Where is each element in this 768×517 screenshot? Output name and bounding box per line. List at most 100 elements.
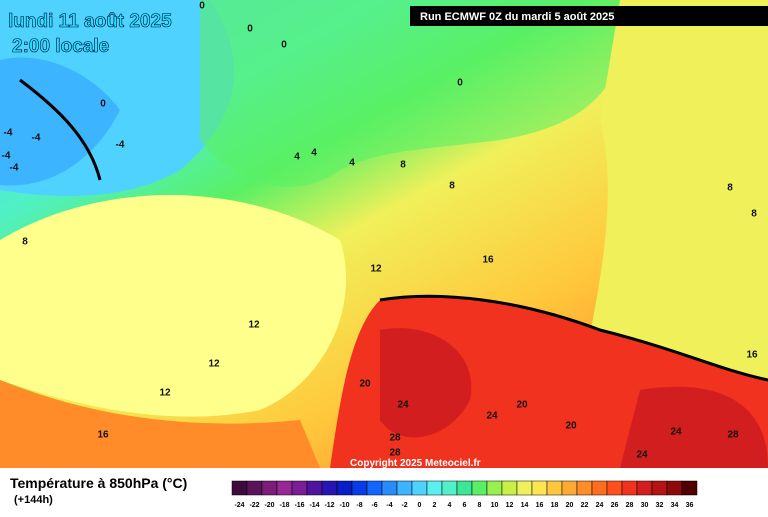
legend-swatch xyxy=(501,480,518,496)
contour-label: 12 xyxy=(159,388,171,399)
contour-label: 20 xyxy=(565,421,577,432)
contour-label: -4 xyxy=(32,133,41,144)
legend-label: 28 xyxy=(626,502,634,509)
contour-label: 28 xyxy=(389,433,401,444)
legend-label: 2 xyxy=(433,502,437,509)
isotherm-20 xyxy=(379,294,768,382)
copyright: Copyright 2025 Meteociel.fr xyxy=(350,458,481,469)
legend-label: 0 xyxy=(418,502,422,509)
contour-label: 12 xyxy=(248,320,260,331)
legend-label: 32 xyxy=(656,502,664,509)
legend-swatch xyxy=(546,480,563,496)
contour-label: 4 xyxy=(294,152,300,163)
contour-label: 8 xyxy=(727,183,733,194)
legend-label: 36 xyxy=(686,502,694,509)
legend-swatch xyxy=(636,480,653,496)
contour-label: 0 xyxy=(281,40,287,51)
contour-label: -4 xyxy=(116,140,125,151)
contour-label: 8 xyxy=(449,181,455,192)
legend-label: -24 xyxy=(234,502,244,509)
contour-label: 0 xyxy=(100,99,106,110)
contour-label: -4 xyxy=(2,151,11,162)
legend-label: 12 xyxy=(506,502,514,509)
contour-label: 0 xyxy=(457,78,463,89)
contour-label: 8 xyxy=(400,160,406,171)
legend-label: 6 xyxy=(463,502,467,509)
legend-swatch xyxy=(456,480,473,496)
legend-swatch xyxy=(576,480,593,496)
legend-label: -22 xyxy=(249,502,259,509)
contour-label: 8 xyxy=(751,209,757,220)
legend-swatch xyxy=(426,480,443,496)
legend-label: 20 xyxy=(566,502,574,509)
legend-swatch xyxy=(291,480,308,496)
contour-label: 16 xyxy=(746,350,758,361)
legend-label: 4 xyxy=(448,502,452,509)
contour-label: 28 xyxy=(727,430,739,441)
contour-label: -4 xyxy=(10,163,19,174)
contour-label: -4 xyxy=(4,128,13,139)
contour-label: 28 xyxy=(389,448,401,459)
legend-swatch xyxy=(441,480,458,496)
hot-core xyxy=(380,328,472,438)
lead-time: (+144h) xyxy=(14,494,53,506)
legend-label: 10 xyxy=(491,502,499,509)
legend-label: 18 xyxy=(551,502,559,509)
legend-swatch xyxy=(621,480,638,496)
contour-label: 24 xyxy=(397,400,409,411)
legend-swatch xyxy=(381,480,398,496)
legend-swatch xyxy=(606,480,623,496)
legend-swatch xyxy=(591,480,608,496)
legend-label: 16 xyxy=(536,502,544,509)
legend-label: -12 xyxy=(324,502,334,509)
legend-label: -4 xyxy=(386,502,392,509)
legend-swatch xyxy=(231,480,248,496)
contour-label: 24 xyxy=(636,450,648,461)
contour-label: 24 xyxy=(670,427,682,438)
isotherm-0 xyxy=(19,78,102,181)
contour-label: 8 xyxy=(22,237,28,248)
contour-label: 16 xyxy=(482,255,494,266)
green-area xyxy=(200,0,640,187)
contour-label: 12 xyxy=(370,264,382,275)
contour-label: 12 xyxy=(208,359,220,370)
legend-swatch xyxy=(246,480,263,496)
orange-area xyxy=(0,380,320,468)
legend-swatch xyxy=(486,480,503,496)
legend-swatch xyxy=(261,480,278,496)
legend-swatch xyxy=(516,480,533,496)
legend-swatch xyxy=(471,480,488,496)
legend-swatch xyxy=(396,480,413,496)
contour-label: 20 xyxy=(359,379,371,390)
contour-label: 0 xyxy=(199,1,205,12)
run-box xyxy=(410,6,768,26)
date: lundi 11 août 2025 xyxy=(8,11,172,32)
legend-label: 34 xyxy=(671,502,679,509)
legend-label: -6 xyxy=(371,502,377,509)
local-time: 2:00 locale xyxy=(12,36,109,57)
legend-swatch xyxy=(681,480,698,496)
legend-swatch xyxy=(351,480,368,496)
footer-title: Température à 850hPa (°C) xyxy=(10,475,187,491)
legend-label: 8 xyxy=(478,502,482,509)
color-legend: -24 -22 -20 -18 -16 -14 -12 -10 -8 -6 -4 -2 0 2 4 6 8 10 1… xyxy=(231,480,698,509)
legend-label: 22 xyxy=(581,502,589,509)
pale-area xyxy=(0,195,347,417)
legend-label: -2 xyxy=(401,502,407,509)
contour-label: 16 xyxy=(97,430,109,441)
legend-swatch xyxy=(411,480,428,496)
legend-swatch xyxy=(276,480,293,496)
run-text: Run ECMWF 0Z du mardi 5 août 2025 xyxy=(420,11,614,23)
legend-label: -10 xyxy=(339,502,349,509)
map xyxy=(0,0,768,468)
contour-label: 4 xyxy=(349,158,355,169)
legend-label: -20 xyxy=(264,502,274,509)
legend-swatch xyxy=(531,480,548,496)
legend-label: 24 xyxy=(596,502,604,509)
hot-core xyxy=(620,386,768,468)
legend-label: -14 xyxy=(309,502,319,509)
legend-swatch xyxy=(306,480,323,496)
contour-label: 4 xyxy=(311,148,317,159)
